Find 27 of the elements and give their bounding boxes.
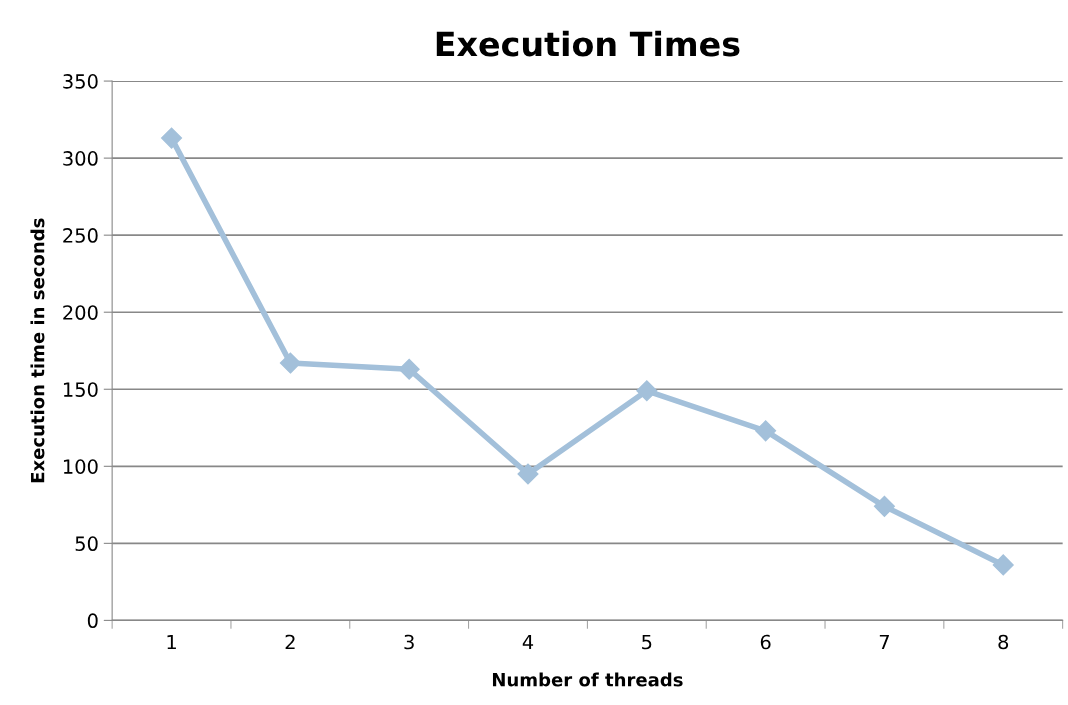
x-tick-label: 8 xyxy=(998,634,1009,650)
point xyxy=(873,495,895,517)
point xyxy=(161,127,183,149)
point xyxy=(636,380,658,402)
point xyxy=(755,420,777,442)
y-tick-label: 50 xyxy=(75,536,98,552)
point xyxy=(279,352,301,374)
point xyxy=(398,358,420,380)
y-tick-label: 0 xyxy=(87,613,98,629)
x-tick-label: 7 xyxy=(879,634,889,650)
x-tick-label: 3 xyxy=(404,634,414,650)
x-tick-label: 2 xyxy=(285,634,295,650)
x-tick-label: 6 xyxy=(760,634,771,650)
chart-title: Execution Times xyxy=(436,30,740,57)
y-axis-title: Execution time in seconds xyxy=(30,218,45,483)
x-axis-title: Number of threads xyxy=(492,672,683,687)
y-tick-label: 350 xyxy=(63,74,98,89)
x-tick-label: 1 xyxy=(167,634,176,650)
y-tick-label: 200 xyxy=(63,305,98,320)
y-tick-label: 300 xyxy=(63,151,98,166)
point xyxy=(517,463,539,485)
y-tick-label: 100 xyxy=(63,459,98,474)
x-tick-label: 5 xyxy=(642,634,652,650)
x-tick-label: 4 xyxy=(522,634,534,650)
point xyxy=(992,554,1014,576)
y-tick-label: 150 xyxy=(63,382,98,397)
y-tick-label: 250 xyxy=(63,228,98,243)
